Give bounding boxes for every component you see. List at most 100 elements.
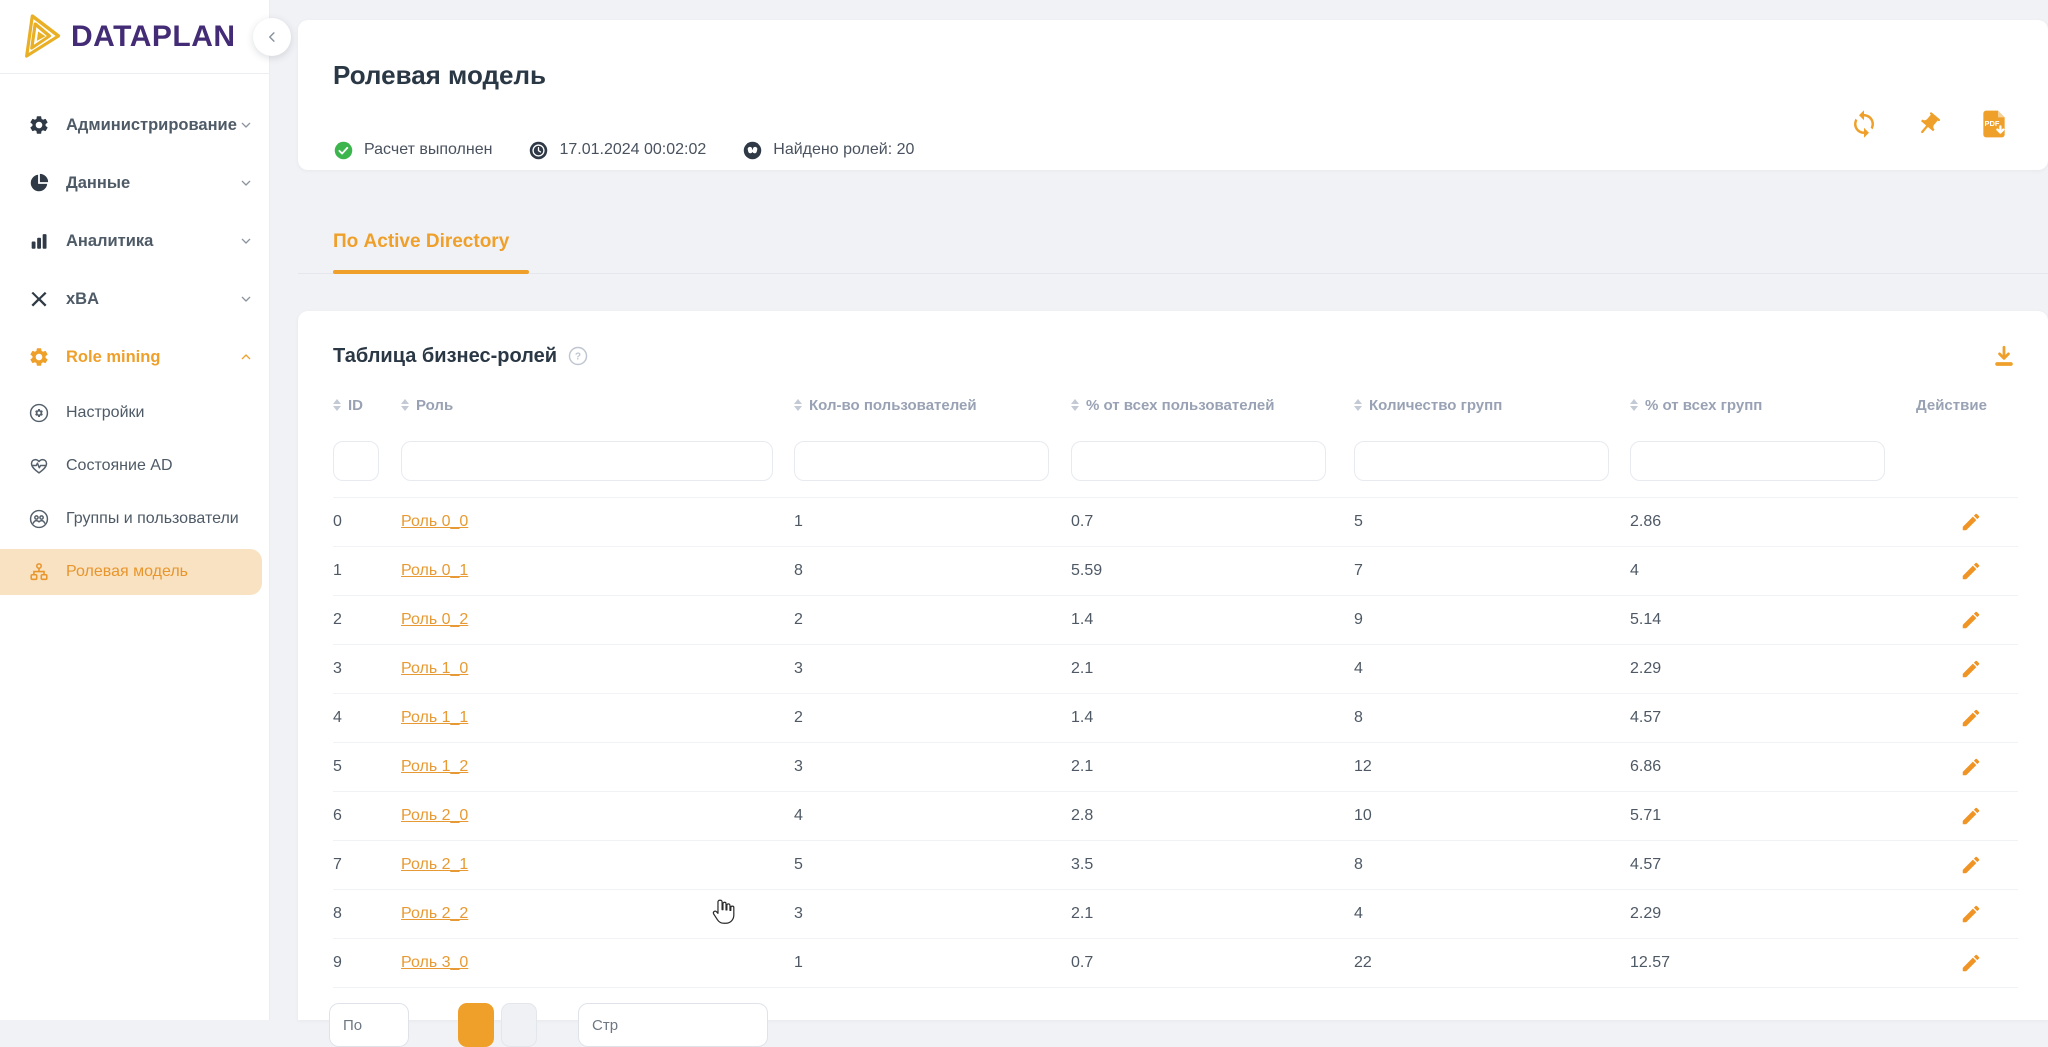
table-filter-row	[333, 441, 2018, 481]
table-row: 4 Роль 1_1 2 1.4 8 4.57	[333, 694, 2018, 743]
sidebar-item-data[interactable]: Данные	[0, 154, 270, 212]
cell-id: 9	[333, 954, 342, 971]
sidebar-collapse-button[interactable]	[253, 18, 291, 56]
pin-icon[interactable]	[1915, 111, 1942, 138]
role-link[interactable]: Роль 2_0	[401, 807, 469, 824]
sidebar-item-label: Настройки	[66, 403, 145, 421]
tabs-baseline	[298, 273, 2048, 274]
edit-pencil-icon[interactable]	[1960, 903, 1982, 925]
table-title: Таблица бизнес-ролей	[333, 344, 558, 367]
role-link[interactable]: Роль 1_0	[401, 660, 469, 677]
role-link[interactable]: Роль 1_1	[401, 709, 469, 726]
cell-groups-pct: 5.71	[1630, 807, 1662, 824]
header-actions	[1849, 108, 2010, 140]
table-row: 1 Роль 0_1 8 5.59 7 4	[333, 547, 2018, 596]
edit-pencil-icon[interactable]	[1960, 609, 1982, 631]
sidebar-item-label: Данные	[66, 173, 131, 192]
cell-groups-pct: 12.57	[1630, 954, 1671, 971]
role-link[interactable]: Роль 1_2	[401, 758, 469, 775]
sidebar-item-label: Администрирование	[66, 115, 237, 134]
sidebar-item-xba[interactable]: xBA	[0, 270, 270, 328]
health-heart-icon	[28, 455, 50, 477]
sidebar-item-administration[interactable]: Администрирование	[0, 96, 270, 154]
table-row: 7 Роль 2_1 5 3.5 8 4.57	[333, 841, 2018, 890]
column-header-groups[interactable]: Количество групп	[1354, 397, 1630, 414]
refresh-icon[interactable]	[1849, 109, 1879, 139]
edit-pencil-icon[interactable]	[1960, 658, 1982, 680]
role-link[interactable]: Роль 0_0	[401, 513, 469, 530]
pdf-export-icon[interactable]	[1978, 108, 2010, 140]
role-link[interactable]: Роль 0_1	[401, 562, 469, 579]
page-goto-box[interactable]: Стр	[578, 1003, 768, 1047]
role-link[interactable]: Роль 2_1	[401, 856, 469, 873]
sort-arrows-icon	[333, 399, 341, 411]
settings-circle-icon	[28, 402, 50, 424]
cell-users-pct: 5.59	[1071, 562, 1103, 579]
column-header-role[interactable]: Роль	[401, 397, 794, 414]
role-link[interactable]: Роль 0_2	[401, 611, 469, 628]
column-header-groups-pct[interactable]: % от всех групп	[1630, 397, 1916, 414]
filter-groups-input[interactable]	[1354, 441, 1609, 481]
table-row: 9 Роль 3_0 1 0.7 22 12.57	[333, 939, 2018, 988]
cell-groups: 5	[1354, 513, 1363, 530]
cell-groups: 22	[1354, 954, 1372, 971]
x-mark-icon	[28, 288, 50, 310]
sidebar-item-role-mining[interactable]: Role mining	[0, 328, 270, 386]
sidebar-item-role-model[interactable]: Ролевая модель	[0, 548, 262, 595]
clock-icon	[528, 140, 549, 161]
filter-groups-pct-input[interactable]	[1630, 441, 1885, 481]
sidebar-item-analytics[interactable]: Аналитика	[0, 212, 270, 270]
edit-pencil-icon[interactable]	[1960, 707, 1982, 729]
role-link[interactable]: Роль 2_2	[401, 905, 469, 922]
cell-id: 1	[333, 562, 342, 579]
role-model-hierarchy-icon	[28, 561, 50, 583]
cell-users: 8	[794, 562, 803, 579]
cell-id: 4	[333, 709, 342, 726]
page-button-next[interactable]	[501, 1003, 537, 1047]
sidebar-item-label: Аналитика	[66, 231, 154, 250]
question-icon[interactable]	[567, 345, 589, 367]
tab-active-directory[interactable]: По Active Directory	[333, 231, 510, 252]
role-link[interactable]: Роль 3_0	[401, 954, 469, 971]
table-row: 0 Роль 0_0 1 0.7 5 2.86	[333, 498, 2018, 547]
column-header-id[interactable]: ID	[333, 397, 401, 414]
dataplan-logo-icon	[25, 14, 61, 58]
cell-users: 3	[794, 905, 803, 922]
sort-arrows-icon	[1630, 399, 1638, 411]
cell-groups: 4	[1354, 660, 1363, 677]
download-icon[interactable]	[1990, 342, 2018, 370]
cell-users: 5	[794, 856, 803, 873]
filter-users-pct-input[interactable]	[1071, 441, 1326, 481]
table-row: 2 Роль 0_2 2 1.4 9 5.14	[333, 596, 2018, 645]
sidebar: DATAPLAN Администрирование Данные Аналит…	[0, 0, 270, 1020]
page-size-select[interactable]: По	[329, 1003, 409, 1047]
filter-id-input[interactable]	[333, 441, 379, 481]
cell-id: 8	[333, 905, 342, 922]
chevron-down-icon	[238, 117, 254, 133]
column-header-users-pct[interactable]: % от всех пользователей	[1071, 397, 1354, 414]
filter-role-input[interactable]	[401, 441, 773, 481]
sidebar-item-label: Role mining	[66, 347, 161, 366]
edit-pencil-icon[interactable]	[1960, 854, 1982, 876]
chevron-down-icon	[238, 175, 254, 191]
chevron-up-icon	[238, 349, 254, 365]
edit-pencil-icon[interactable]	[1960, 805, 1982, 827]
table-title-row: Таблица бизнес-ролей	[333, 333, 2018, 379]
edit-pencil-icon[interactable]	[1960, 560, 1982, 582]
calculation-timestamp: 17.01.2024 00:02:02	[528, 140, 706, 161]
cell-groups: 8	[1354, 709, 1363, 726]
edit-pencil-icon[interactable]	[1960, 511, 1982, 533]
pie-chart-icon	[28, 172, 50, 194]
column-header-users[interactable]: Кол-во пользователей	[794, 397, 1071, 414]
page-button-current[interactable]	[458, 1003, 494, 1047]
cell-users-pct: 3.5	[1071, 856, 1094, 873]
edit-pencil-icon[interactable]	[1960, 756, 1982, 778]
sidebar-item-settings[interactable]: Настройки	[0, 386, 270, 439]
cell-groups: 4	[1354, 905, 1363, 922]
sidebar-item-groups-users[interactable]: Группы и пользователи	[0, 492, 270, 545]
filter-users-input[interactable]	[794, 441, 1049, 481]
table-row: 6 Роль 2_0 4 2.8 10 5.71	[333, 792, 2018, 841]
sidebar-item-ad-health[interactable]: Состояние AD	[0, 439, 270, 492]
edit-pencil-icon[interactable]	[1960, 952, 1982, 974]
